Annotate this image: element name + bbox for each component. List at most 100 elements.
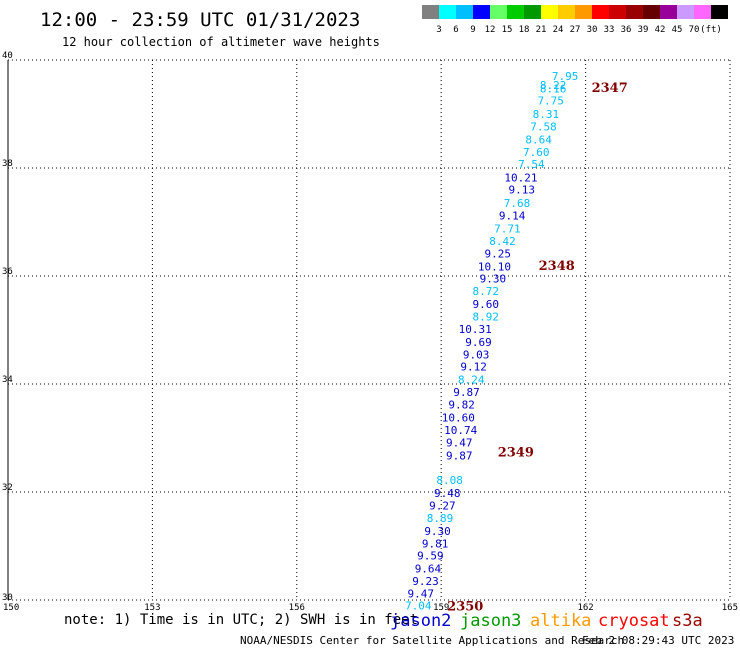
wave-height-label: 9.64: [415, 563, 442, 576]
wave-height-label: 10.31: [459, 323, 492, 336]
chart-title: 12:00 - 23:59 UTC 01/31/2023: [40, 9, 360, 31]
colorbar-label: 36: [621, 25, 632, 35]
wave-height-label: 9.13: [509, 184, 536, 197]
colorbar-label: 70: [689, 25, 700, 35]
legend-jason3: jason3: [460, 611, 521, 631]
wave-height-label: 9.59: [417, 550, 444, 563]
x-tick-label: 150: [3, 603, 19, 613]
pass-number-label: 2347: [592, 81, 628, 96]
wave-height-label: 9.14: [499, 210, 526, 223]
legend-altika: altika: [530, 611, 591, 631]
colorbar-swatch: [541, 5, 558, 19]
wave-height-label: 8.31: [533, 108, 560, 121]
colorbar-swatch: [439, 5, 456, 19]
wave-height-label: 8.42: [489, 235, 516, 248]
colorbar-label: 6: [453, 25, 458, 35]
wave-height-label: 9.81: [422, 537, 449, 550]
colorbar-label: 21: [536, 25, 547, 35]
wave-height-label: 9.12: [460, 361, 487, 374]
wave-height-label: 8.08: [436, 474, 463, 487]
colorbar-swatch: [524, 5, 541, 19]
footer-credit: NOAA/NESDIS Center for Satellite Applica…: [240, 634, 624, 647]
wave-height-label: 8.72: [472, 285, 499, 298]
wave-height-label: 9.25: [484, 247, 511, 260]
wave-height-label: 9.60: [472, 298, 499, 311]
colorbar-label: (ft): [700, 25, 722, 35]
colorbar-label: 42: [655, 25, 666, 35]
wave-height-label: 7.04: [405, 599, 432, 612]
wave-height-label: 10.60: [442, 411, 475, 424]
colorbar-swatch: [558, 5, 575, 19]
pass-labels: 2347 2348 2349 2350: [447, 81, 628, 614]
colorbar-swatch: [507, 5, 524, 19]
axis-tick-labels: 150 153 156 159 162 165 30 32 34 36 38 40: [2, 51, 738, 613]
wave-height-label: 8.64: [525, 133, 552, 146]
colorbar-swatch: [490, 5, 507, 19]
wave-height-label: 8.24: [458, 374, 485, 387]
wave-height-label: 8.22: [540, 79, 567, 92]
pass-number-label: 2348: [539, 259, 575, 274]
wave-height-label: 9.30: [480, 273, 507, 286]
footer-note: note: 1) Time is in UTC; 2) SWH is in fe…: [64, 612, 418, 628]
colorbar-label: 15: [502, 25, 513, 35]
x-tick-label: 165: [722, 603, 738, 613]
wave-height-label: 9.47: [446, 436, 473, 449]
colorbar-swatch: [422, 5, 439, 19]
wave-height-label: 10.10: [478, 260, 511, 273]
colorbar-swatch: [609, 5, 626, 19]
x-tick-label: 156: [289, 603, 305, 613]
y-tick-label: 30: [2, 593, 13, 603]
y-tick-label: 36: [2, 267, 13, 277]
wave-height-label: 9.27: [429, 500, 456, 513]
wave-height-label: 10.21: [504, 172, 537, 185]
wave-height-label: 7.95: [552, 70, 579, 83]
wave-height-label: 7.60: [523, 146, 550, 159]
colorbar-swatch: [643, 5, 660, 19]
wave-height-label: 7.68: [504, 197, 531, 210]
colorbar-swatch: [694, 5, 711, 19]
x-tick-label: 153: [144, 603, 160, 613]
wave-height-label: 9.82: [448, 399, 475, 412]
pass-number-label: 2349: [498, 446, 534, 461]
colorbar-label: 30: [587, 25, 598, 35]
satellite-legend: jason2 jason3 altika cryosat s3a: [390, 611, 703, 631]
y-tick-label: 32: [2, 483, 13, 493]
wave-height-label: 8.92: [472, 311, 499, 324]
wave-height-label: 9.87: [453, 386, 480, 399]
wave-height-points: 7.958.228.167.758.317.588.647.607.5410.2…: [405, 70, 578, 612]
wave-height-label: 9.30: [424, 525, 451, 538]
colorbar-label: 9: [470, 25, 475, 35]
colorbar-legend: 3 6 9 12 15 18 21 24 27 30 33 36 39 42 45 70 (ft): [422, 5, 728, 35]
x-tick-label: 159: [433, 603, 449, 613]
chart-subtitle: 12 hour collection of altimeter wave hei…: [62, 35, 380, 49]
colorbar-swatch: [575, 5, 592, 19]
legend-cryosat: cryosat: [598, 611, 670, 631]
wave-height-label: 7.75: [537, 95, 564, 108]
legend-jason2: jason2: [390, 611, 451, 631]
colorbar-label: 24: [553, 25, 564, 35]
colorbar-label: 12: [485, 25, 496, 35]
wave-height-label: 8.89: [427, 512, 454, 525]
colorbar-label: 33: [604, 25, 615, 35]
y-tick-label: 34: [2, 375, 13, 385]
y-tick-label: 40: [2, 51, 13, 61]
legend-s3a: s3a: [672, 611, 703, 631]
grid-lines: [8, 59, 731, 601]
colorbar-swatch: [677, 5, 694, 19]
wave-height-label: 9.03: [463, 348, 490, 361]
wave-height-label: 9.69: [465, 336, 492, 349]
wave-height-label: 7.58: [530, 120, 557, 133]
colorbar-swatch: [660, 5, 677, 19]
pass-number-label: 2350: [447, 599, 483, 614]
wave-height-label: 8.16: [540, 83, 567, 96]
x-tick-label: 162: [577, 603, 593, 613]
colorbar-swatch: [592, 5, 609, 19]
colorbar-label: 27: [570, 25, 581, 35]
colorbar-label: 3: [436, 25, 441, 35]
wave-height-label: 10.74: [444, 424, 477, 437]
colorbar-label: 39: [638, 25, 649, 35]
colorbar-swatch: [711, 5, 728, 19]
wave-height-label: 9.23: [412, 575, 439, 588]
footer-timestamp: Feb 2 08:29:43 UTC 2023: [582, 634, 734, 647]
